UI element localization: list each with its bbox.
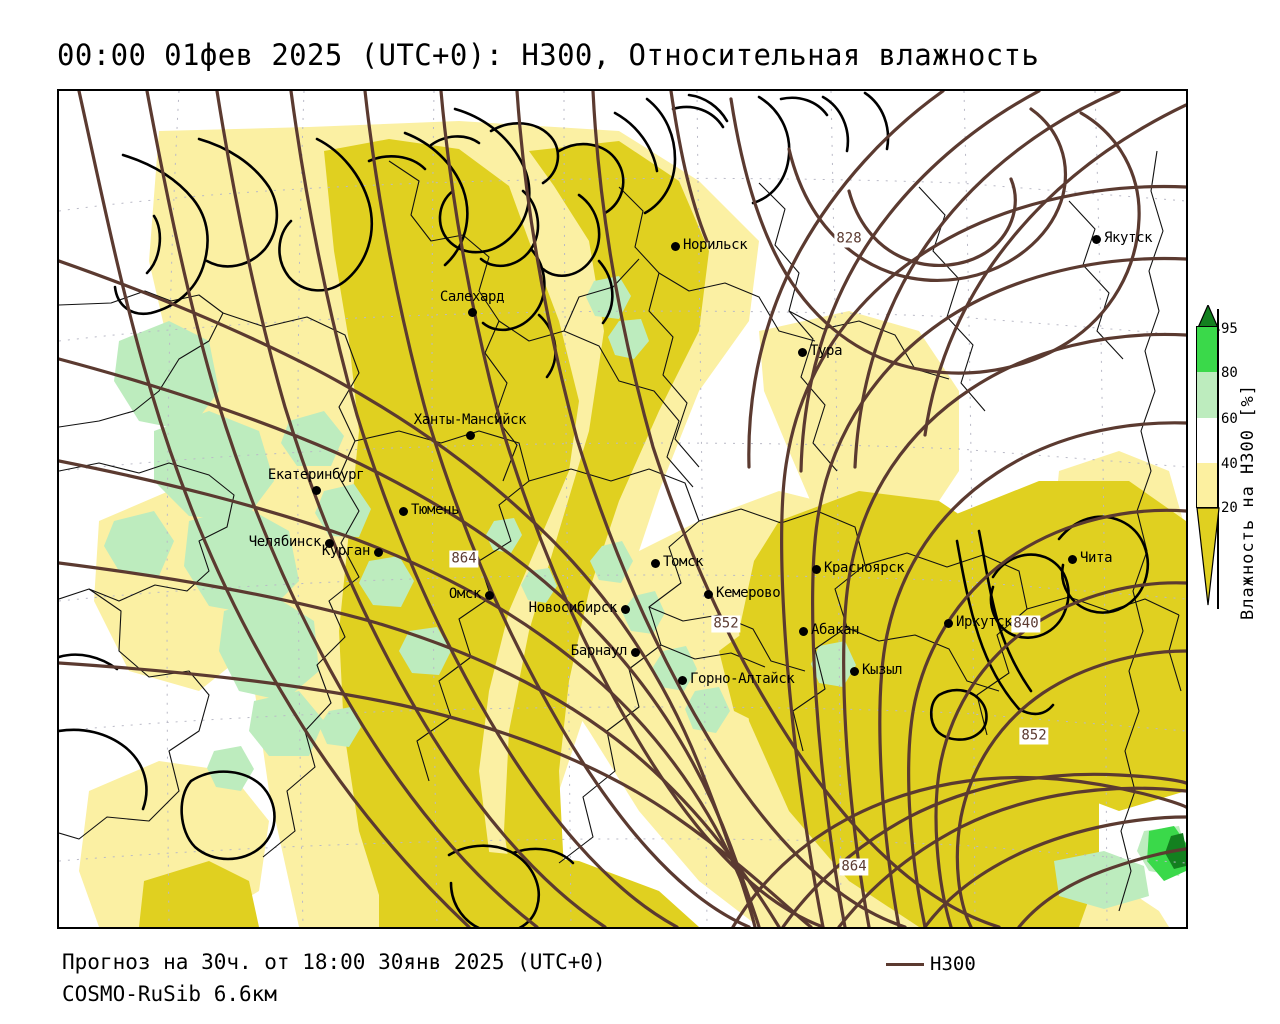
colorbar[interactable]: [1196, 326, 1218, 508]
city-label: Якутск: [1104, 230, 1153, 246]
city-dot: [678, 676, 687, 685]
city-label: Салехард: [439, 289, 505, 305]
colorbar-title: Влажность на H300 [%]: [1238, 384, 1258, 620]
colorbar-band-80-95: [1197, 327, 1217, 372]
city-dot: [466, 431, 475, 440]
city-dot: [671, 242, 680, 251]
city-dot: [631, 648, 640, 657]
city-label: Кемерово: [716, 585, 781, 601]
city-label: Челябинск: [248, 534, 322, 550]
map-canvas[interactable]: Якутск Норильск Тура Салехард Ханты-Манс…: [57, 89, 1188, 929]
legend-h300: H300: [886, 952, 1106, 976]
colorbar-arrows: [1196, 305, 1220, 606]
city-label: Томск: [663, 554, 704, 570]
city-dot: [944, 619, 953, 628]
contour-label: 840: [1011, 615, 1041, 633]
colorbar-tick-80: 80: [1221, 365, 1238, 381]
city-label: Тура: [810, 343, 843, 359]
city-label: Омск: [448, 586, 482, 602]
city-label: Кызыл: [862, 662, 903, 678]
city-label: Красноярск: [824, 560, 905, 576]
city-dot: [621, 605, 630, 614]
model-info: COSMO-RuSib 6.6км: [62, 982, 277, 1006]
contour-label: 852: [711, 615, 741, 633]
city-label: Горно-Алтайск: [690, 671, 795, 687]
colorbar-tick-20: 20: [1221, 500, 1238, 516]
forecast-info: Прогноз на 30ч. от 18:00 30янв 2025 (UTC…: [62, 950, 606, 974]
colorbar-tick-60: 60: [1221, 411, 1238, 427]
city-dot: [704, 590, 713, 599]
city-label: Барнаул: [570, 643, 628, 659]
coastlines: [59, 91, 1150, 927]
city-dot: [468, 308, 477, 317]
colorbar-tick-40: 40: [1221, 456, 1238, 472]
city-dot: [1092, 235, 1101, 244]
city-label: Тюмень: [411, 502, 460, 518]
legend-line-swatch: [886, 963, 924, 966]
city-dot: [374, 548, 383, 557]
colorbar-axis-line: [1217, 309, 1219, 609]
h300-contours: [59, 91, 1186, 927]
contour-label: 864: [839, 858, 869, 876]
legend-h300-label: H300: [930, 953, 976, 975]
city-label: Иркутск: [956, 614, 1013, 630]
city-dot: [399, 507, 408, 516]
city-label: Чита: [1080, 550, 1113, 566]
colorbar-band-60-80: [1197, 372, 1217, 418]
city-label: Абакан: [811, 622, 860, 638]
contour-label: 852: [1019, 727, 1049, 745]
map-graphics: [59, 91, 1186, 927]
city-dot: [1068, 555, 1077, 564]
city-dot: [812, 565, 821, 574]
city-dot: [485, 591, 494, 600]
city-dot: [325, 539, 334, 548]
colorbar-band-40-60: [1197, 418, 1217, 463]
city-label: Норильск: [683, 237, 748, 253]
city-label: Курган: [321, 543, 371, 559]
contour-label: 828: [834, 230, 864, 248]
city-dot: [798, 348, 807, 357]
administrative-borders: [59, 150, 1182, 912]
humidity-shading-below-20: [139, 139, 1186, 927]
page-title: 00:00 01фев 2025 (UTC+0): H300, Относите…: [57, 38, 1040, 72]
city-dot: [312, 486, 321, 495]
colorbar-tick-95: 95: [1221, 321, 1238, 337]
city-dot: [651, 559, 660, 568]
city-label: Ханты-Мансийск: [413, 412, 527, 428]
city-label: Екатеринбург: [267, 467, 365, 483]
city-label: Новосибирск: [528, 600, 618, 616]
contour-label: 864: [449, 550, 479, 568]
city-dot: [799, 627, 808, 636]
colorbar-band-20-40: [1197, 463, 1217, 507]
city-dot: [850, 667, 859, 676]
coordinate-grid: [59, 91, 1186, 927]
